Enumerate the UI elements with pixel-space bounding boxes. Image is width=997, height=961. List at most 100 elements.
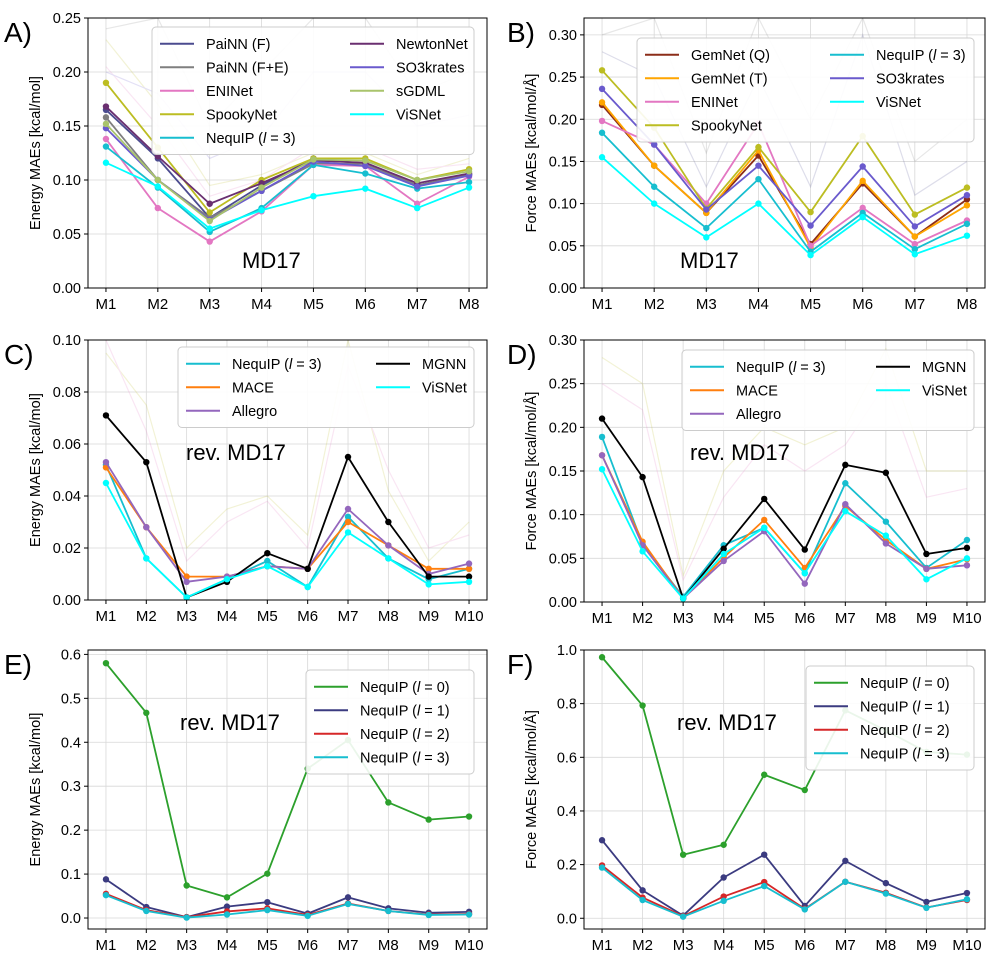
legend: NequIP (l = 3) MACE Allegro MGNN ViSNet [177, 346, 475, 428]
data-point [598, 864, 606, 871]
legend-item: ENINet [160, 84, 253, 100]
data-point [882, 532, 890, 539]
x-tick-label: M8 [378, 937, 399, 954]
panel-a: 0.00 0.05 0.10 0.15 0.20 0.25 M1 M2 M3 M4 M5 M6 M7 M8… [4, 11, 488, 313]
y-axis-label: Force MAEs [kcal/mol/Å] [523, 392, 540, 551]
y-tick-label: 0.5 [61, 691, 81, 707]
data-point [425, 911, 432, 919]
series-line-2 [105, 138, 470, 243]
data-point [304, 583, 311, 591]
x-tick-label: M6 [297, 937, 318, 954]
legend-label: NequIP (l = 3) [232, 357, 322, 373]
legend-box [305, 669, 475, 775]
data-point [963, 544, 971, 552]
series-line-3 [105, 894, 470, 919]
data-point [963, 232, 971, 239]
data-point [143, 524, 150, 531]
series-line-4 [105, 482, 470, 599]
y-tick-label: 0.10 [549, 197, 577, 213]
y-tick-label: 0.25 [549, 70, 577, 86]
legend-item: PaiNN (F) [160, 37, 270, 53]
legend-label: NequIP (l = 0) [860, 676, 950, 692]
data-point [304, 912, 311, 920]
y-tick-label: 0.2 [557, 858, 577, 874]
legend-item: NequIP (l = 3) [314, 750, 450, 766]
legend: NequIP (l = 3) MACE Allegro MGNN ViSNet [681, 349, 975, 431]
data-point [963, 220, 971, 228]
y-tick-label: 0.10 [53, 173, 81, 189]
x-tick-label: M5 [800, 296, 821, 313]
data-point [344, 453, 352, 461]
data-point [720, 874, 727, 881]
data-point [102, 479, 110, 487]
legend-label: GemNet (Q) [691, 48, 770, 64]
series-line-1 [105, 878, 470, 919]
series-line-6 [601, 156, 968, 256]
y-tick-label: 0.4 [557, 804, 577, 820]
y-tick-label: 0.10 [53, 333, 81, 349]
data-point [102, 412, 110, 419]
data-point [923, 550, 930, 558]
data-point [911, 233, 919, 240]
data-point [223, 894, 231, 901]
legend-item: NequIP (l = 0) [814, 676, 950, 692]
x-tick-label: M7 [338, 608, 359, 625]
data-point [923, 904, 930, 912]
data-point [413, 176, 421, 184]
panel-d: 0.00 0.05 0.10 0.15 0.20 0.25 0.30 M1 M2 M3 M4 M5 M6… [507, 333, 986, 627]
data-point [761, 524, 768, 531]
y-tick-label: 0.6 [557, 750, 577, 766]
data-point [755, 200, 762, 207]
x-tick-label: M3 [673, 610, 694, 627]
legend: NequIP (l = 0) NequIP (l = 1) NequIP (l = … [305, 669, 475, 775]
y-tick-label: 0.0 [61, 911, 81, 927]
x-tick-label: M3 [696, 296, 717, 313]
series-line-4 [105, 145, 470, 233]
x-tick-label: M1 [96, 608, 117, 625]
legend-box [151, 26, 475, 155]
data-point [102, 114, 110, 121]
y-tick-label: 0.3 [61, 779, 81, 795]
y-tick-label: 0.8 [557, 697, 577, 713]
data-point [679, 913, 687, 920]
dataset-annotation: rev. MD17 [180, 710, 280, 735]
legend-label: ViSNet [396, 107, 441, 123]
data-point [598, 837, 606, 844]
x-tick-label: M3 [176, 608, 197, 625]
series-line-0 [105, 662, 470, 899]
x-tick-label: M4 [713, 610, 734, 627]
y-axis-label: Energy MAEs [kcal/mol] [28, 713, 44, 867]
x-tick-label: M8 [875, 937, 896, 954]
x-tick-label: M2 [147, 296, 168, 313]
legend-item: MACE [690, 383, 778, 399]
data-point [859, 163, 866, 170]
x-tick-label: M7 [835, 610, 856, 627]
data-point [264, 557, 271, 565]
data-point [755, 175, 762, 183]
legend-label: NequIP (l = 1) [860, 699, 950, 715]
data-point [963, 896, 971, 903]
faded-line-1 [105, 340, 470, 563]
data-point [598, 99, 606, 106]
series-line-5 [601, 88, 968, 228]
data-point [206, 217, 213, 225]
data-point [598, 452, 606, 459]
legend-box [177, 346, 475, 428]
data-point [598, 433, 606, 441]
x-tick-label: M10 [952, 937, 981, 954]
y-tick-label: 1.0 [557, 643, 577, 659]
data-point [465, 178, 473, 186]
y-axis-label: Force MAEs [kcal/mol/Å] [523, 74, 540, 233]
legend-label: ENINet [691, 95, 738, 111]
data-point [425, 573, 432, 580]
data-point [679, 595, 687, 602]
series-line-3 [105, 414, 470, 599]
data-point [310, 156, 317, 163]
dataset-annotation: MD17 [680, 248, 739, 273]
data-point [385, 518, 392, 526]
data-point [344, 900, 352, 908]
data-point [206, 225, 213, 232]
x-tick-label: M5 [754, 610, 775, 627]
data-point [465, 565, 473, 572]
legend-label: MGNN [922, 360, 966, 376]
